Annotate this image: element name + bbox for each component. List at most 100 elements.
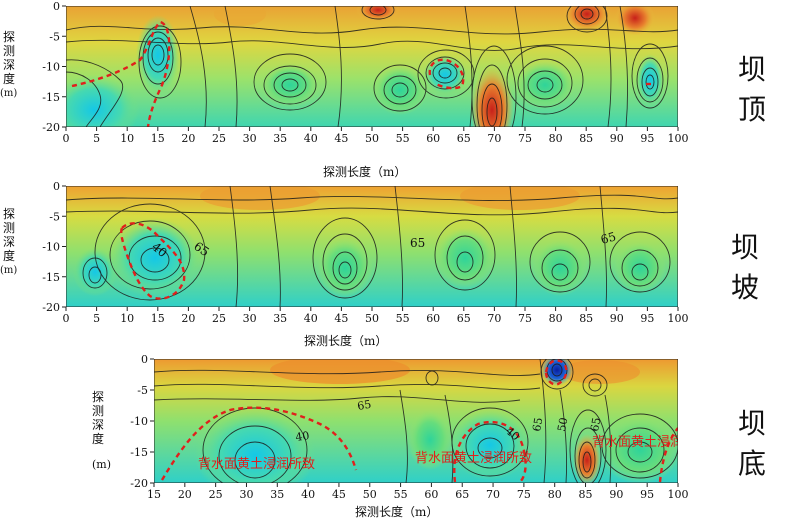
- y-tick-label: 0: [53, 180, 60, 193]
- x-tick-label: 15: [151, 312, 165, 325]
- x-tick-label: 55: [394, 488, 408, 501]
- ylabel-char: 度: [2, 72, 15, 86]
- x-tick-label: 45: [332, 488, 346, 501]
- y-tick-label: -5: [137, 384, 148, 397]
- ylabel-char: 度: [91, 432, 104, 446]
- y-tick-label: -15: [42, 91, 60, 104]
- x-tick-label: 100: [668, 312, 689, 325]
- y-tick-label: -10: [130, 415, 148, 428]
- x-tick-label: 40: [304, 312, 318, 325]
- xlabel-top: 探测长度（m）: [323, 165, 407, 179]
- svg-text:65: 65: [356, 398, 372, 413]
- x-tick-label: 30: [243, 132, 257, 145]
- x-tick-label: 70: [487, 132, 501, 145]
- side-label-bottom: 坝底: [738, 407, 781, 480]
- heatmap-bottom: 65 40 40 65 50 65 背水面黄土浸润所致 背水面黄土浸润所致 背水…: [154, 359, 709, 483]
- x-tick-label: 90: [610, 312, 624, 325]
- y-tick-label: -15: [42, 271, 60, 284]
- x-tick-label: 35: [273, 312, 287, 325]
- x-tick-label: 10: [120, 312, 134, 325]
- x-tick-label: 85: [579, 488, 593, 501]
- svg-text:背水面黄土浸润所致: 背水面黄土浸润所致: [592, 435, 709, 450]
- ylabel-unit-top: (m): [0, 88, 18, 99]
- axes-layer: 0 5 10 15 20 25 30 35 40 45 50 55 60 65 70 75 80 85 90 95 10…: [42, 0, 688, 501]
- x-tick-label: 25: [212, 312, 226, 325]
- side-label-slope: 坝坡: [731, 231, 774, 304]
- x-tick-label: 95: [640, 488, 654, 501]
- heatmap-slope: 40 65 65 65: [66, 186, 678, 307]
- y-tick-label: -20: [42, 301, 60, 314]
- ylabel-char: 深: [91, 418, 104, 432]
- x-tick-label: 90: [609, 488, 623, 501]
- x-tick-label: 95: [640, 132, 654, 145]
- ylabel-unit-slope: (m): [0, 265, 18, 276]
- svg-text:65: 65: [530, 416, 545, 432]
- x-tick-label: 55: [396, 312, 410, 325]
- svg-text:65: 65: [410, 236, 425, 250]
- x-tick-label: 25: [212, 132, 226, 145]
- ylabel-bottom: 探 测 深 度: [90, 390, 106, 446]
- xlabel-bottom: 探测长度（m）: [355, 505, 439, 519]
- ylabel-char: 测: [91, 404, 104, 418]
- side-label-top: 坝顶: [738, 53, 781, 126]
- ylabel-top: 探 测 深 度: [1, 30, 17, 86]
- x-tick-label: 20: [181, 132, 195, 145]
- xlabel-slope: 探测长度（m）: [304, 334, 388, 348]
- x-tick-label: 95: [640, 312, 654, 325]
- ylabel-char: 深: [2, 58, 15, 72]
- heatmap-top: [66, 6, 678, 127]
- x-tick-label: 80: [548, 488, 562, 501]
- x-tick-label: 15: [147, 488, 161, 501]
- y-tick-label: -10: [42, 241, 60, 254]
- x-tick-label: 70: [487, 312, 501, 325]
- x-tick-label: 0: [63, 312, 70, 325]
- ylabel-char: 测: [2, 221, 15, 235]
- x-tick-label: 30: [239, 488, 253, 501]
- x-tick-label: 80: [549, 312, 563, 325]
- x-tick-label: 15: [151, 132, 165, 145]
- svg-text:背水面黄土浸润所致: 背水面黄土浸润所致: [198, 457, 315, 472]
- x-tick-label: 60: [424, 488, 438, 501]
- y-tick-label: -5: [49, 210, 60, 223]
- x-tick-label: 0: [63, 132, 70, 145]
- x-tick-label: 50: [365, 132, 379, 145]
- x-tick-label: 50: [363, 488, 377, 501]
- x-tick-label: 75: [518, 132, 532, 145]
- x-tick-label: 75: [517, 488, 531, 501]
- x-tick-label: 100: [668, 132, 689, 145]
- svg-text:40: 40: [295, 429, 311, 444]
- ylabel-slope: 探 测 深 度: [1, 207, 17, 263]
- x-tick-label: 35: [273, 132, 287, 145]
- x-tick-label: 60: [426, 312, 440, 325]
- ylabel-unit-bottom: (m): [92, 458, 112, 471]
- x-tick-label: 100: [668, 488, 689, 501]
- svg-text:50: 50: [555, 416, 570, 432]
- x-tick-label: 85: [579, 132, 593, 145]
- x-tick-label: 5: [93, 312, 100, 325]
- x-tick-label: 65: [457, 312, 471, 325]
- x-tick-label: 40: [301, 488, 315, 501]
- x-tick-label: 80: [549, 132, 563, 145]
- ylabel-char: 探: [91, 390, 104, 404]
- x-tick-label: 50: [365, 312, 379, 325]
- svg-text:背水面黄土浸润所致: 背水面黄土浸润所致: [415, 451, 532, 466]
- x-tick-label: 65: [457, 132, 471, 145]
- svg-text:65: 65: [599, 229, 617, 246]
- x-tick-label: 30: [243, 312, 257, 325]
- ylabel-char: 测: [2, 44, 15, 58]
- x-tick-label: 20: [178, 488, 192, 501]
- x-tick-label: 10: [120, 132, 134, 145]
- ylabel-char: 深: [2, 235, 15, 249]
- x-tick-label: 65: [455, 488, 469, 501]
- y-tick-label: -5: [49, 30, 60, 43]
- x-tick-label: 60: [426, 132, 440, 145]
- ylabel-char: 度: [2, 249, 15, 263]
- y-tick-label: -20: [42, 121, 60, 134]
- x-tick-label: 75: [518, 312, 532, 325]
- x-tick-label: 25: [209, 488, 223, 501]
- x-tick-label: 55: [396, 132, 410, 145]
- x-tick-label: 85: [579, 312, 593, 325]
- y-tick-label: -20: [130, 477, 148, 490]
- x-tick-label: 45: [334, 312, 348, 325]
